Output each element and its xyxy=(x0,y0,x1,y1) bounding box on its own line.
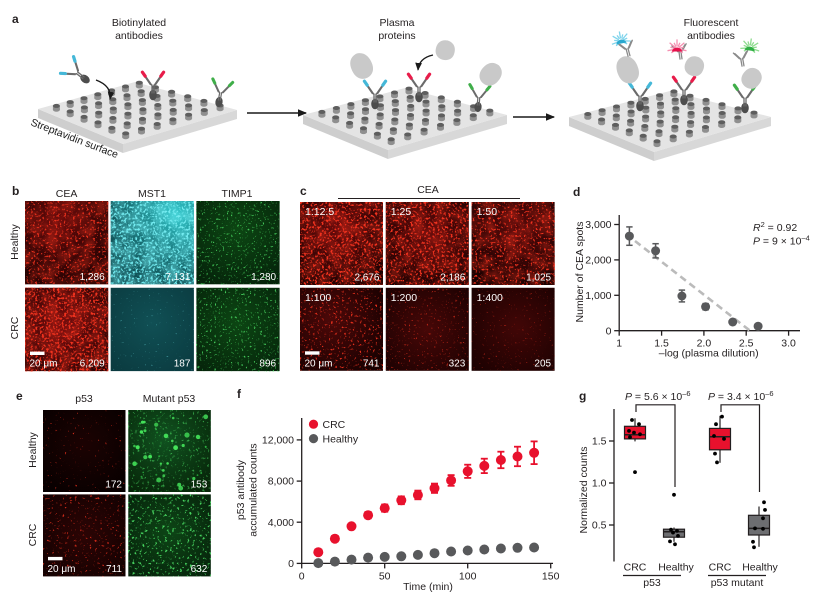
svg-text:3,000: 3,000 xyxy=(585,219,611,231)
svg-text:1: 1 xyxy=(616,338,622,350)
svg-text:–log (plasma dilution): –log (plasma dilution) xyxy=(659,348,759,360)
svg-text:0: 0 xyxy=(606,325,612,337)
svg-text:4,000: 4,000 xyxy=(268,517,294,529)
svg-text:150: 150 xyxy=(542,571,560,583)
svg-text:1,000: 1,000 xyxy=(585,290,611,302)
svg-text:CRC: CRC xyxy=(624,562,647,574)
svg-text:896: 896 xyxy=(259,359,276,370)
svg-text:CRC: CRC xyxy=(323,419,346,431)
svg-text:1.5: 1.5 xyxy=(592,436,607,448)
svg-text:1.0: 1.0 xyxy=(592,478,607,490)
svg-text:205: 205 xyxy=(534,358,551,369)
svg-text:741: 741 xyxy=(363,358,380,369)
svg-text:P = 3.4 × 10–6: P = 3.4 × 10–6 xyxy=(708,389,774,403)
svg-text:2,676: 2,676 xyxy=(354,273,379,284)
svg-text:632: 632 xyxy=(191,564,208,575)
svg-text:1.5: 1.5 xyxy=(654,338,669,350)
svg-text:1:100: 1:100 xyxy=(305,292,331,304)
svg-text:20 μm: 20 μm xyxy=(305,358,333,369)
svg-text:12,000: 12,000 xyxy=(262,435,294,447)
svg-text:1:50: 1:50 xyxy=(477,206,498,218)
svg-text:p53 mutant: p53 mutant xyxy=(711,577,764,589)
svg-text:1:12.5: 1:12.5 xyxy=(305,206,334,218)
svg-text:187: 187 xyxy=(174,359,191,370)
svg-text:20 μm: 20 μm xyxy=(48,564,76,575)
svg-text:Healthy: Healthy xyxy=(742,562,778,574)
svg-text:323: 323 xyxy=(449,358,466,369)
svg-text:R2 = 0.92: R2 = 0.92 xyxy=(753,220,797,234)
svg-text:3.0: 3.0 xyxy=(781,338,796,350)
svg-text:Healthy: Healthy xyxy=(323,434,359,446)
svg-text:1:200: 1:200 xyxy=(391,292,417,304)
svg-text:2,186: 2,186 xyxy=(440,273,465,284)
svg-text:1,280: 1,280 xyxy=(251,272,276,283)
svg-text:0: 0 xyxy=(288,558,294,570)
svg-text:P = 9 × 10–4: P = 9 × 10–4 xyxy=(753,234,810,248)
svg-text:2.0: 2.0 xyxy=(697,338,712,350)
svg-text:P = 5.6 × 10–6: P = 5.6 × 10–6 xyxy=(625,389,691,403)
svg-text:6,209: 6,209 xyxy=(80,359,105,370)
svg-text:Healthy: Healthy xyxy=(658,562,694,574)
svg-text:50: 50 xyxy=(379,571,391,583)
svg-text:172: 172 xyxy=(105,480,122,491)
svg-text:2,000: 2,000 xyxy=(585,255,611,267)
svg-text:p53: p53 xyxy=(643,577,661,589)
svg-text:153: 153 xyxy=(191,480,208,491)
svg-text:2.5: 2.5 xyxy=(739,338,754,350)
svg-text:1:400: 1:400 xyxy=(477,292,503,304)
svg-text:8,000: 8,000 xyxy=(268,476,294,488)
svg-text:Time (min): Time (min) xyxy=(403,581,453,593)
svg-text:CRC: CRC xyxy=(709,562,732,574)
svg-text:1,025: 1,025 xyxy=(526,273,551,284)
svg-text:711: 711 xyxy=(106,564,122,575)
svg-text:Number of CEA spots: Number of CEA spots xyxy=(574,222,586,323)
svg-text:1,286: 1,286 xyxy=(80,272,105,283)
svg-text:20 μm: 20 μm xyxy=(30,359,58,370)
svg-text:1:25: 1:25 xyxy=(391,206,412,218)
svg-text:100: 100 xyxy=(459,571,477,583)
svg-text:0: 0 xyxy=(299,571,305,583)
svg-text:accumulated counts: accumulated counts xyxy=(248,443,260,536)
svg-text:7,131: 7,131 xyxy=(165,272,190,283)
svg-text:0.5: 0.5 xyxy=(592,520,607,532)
svg-text:p53 antibody: p53 antibody xyxy=(235,459,247,520)
